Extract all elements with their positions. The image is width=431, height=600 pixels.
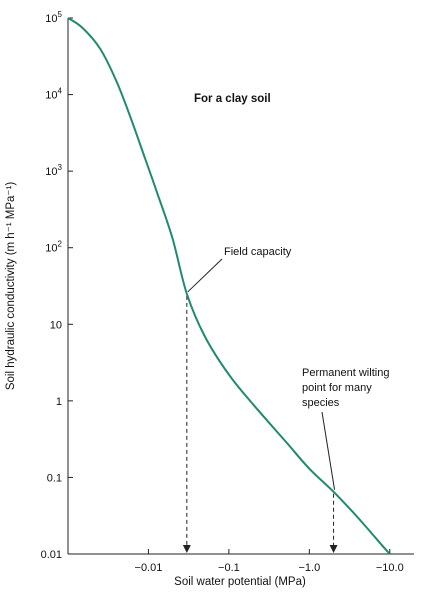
- annotation-leader-line: [321, 411, 336, 490]
- conductivity-curve: [67, 17, 391, 555]
- x-tick-label: −10.0: [376, 562, 404, 574]
- y-tick-label: 102: [45, 240, 62, 255]
- y-tick-label: 0.1: [47, 472, 62, 484]
- down-arrowhead: [182, 545, 191, 553]
- down-arrowhead: [329, 545, 338, 553]
- wilting-point-label-line1: Permanent wilting: [302, 367, 389, 379]
- x-tick-label: −1.0: [298, 562, 320, 574]
- chart-title: For a clay soil: [194, 93, 271, 105]
- y-tick-label: 0.01: [41, 549, 62, 561]
- x-axis-title: Soil water potential (MPa): [174, 576, 306, 588]
- x-axis-ticks: −0.01 −0.1 −1.0 −10.0: [135, 549, 404, 574]
- field-capacity-label: Field capacity: [224, 246, 292, 258]
- wilting-point-label-line2: point for many: [302, 382, 372, 394]
- y-tick-label: 1: [56, 396, 62, 408]
- wilting-point-label-line3: species: [302, 397, 340, 409]
- y-tick-label: 10: [50, 319, 62, 331]
- guide-lines: [182, 258, 338, 553]
- y-axis-ticks: 0.01 0.1 1 10 102 103 104 105: [41, 10, 73, 561]
- y-tick-label: 104: [45, 87, 62, 102]
- x-tick-label: −0.01: [135, 562, 163, 574]
- y-axis-title: Soil hydraulic conductivity (m h⁻¹ MPa⁻¹…: [5, 182, 17, 391]
- annotation-leader-line: [187, 258, 223, 293]
- x-tick-label: −0.1: [218, 562, 240, 574]
- y-tick-label: 103: [45, 163, 62, 178]
- y-tick-label: 105: [45, 10, 62, 25]
